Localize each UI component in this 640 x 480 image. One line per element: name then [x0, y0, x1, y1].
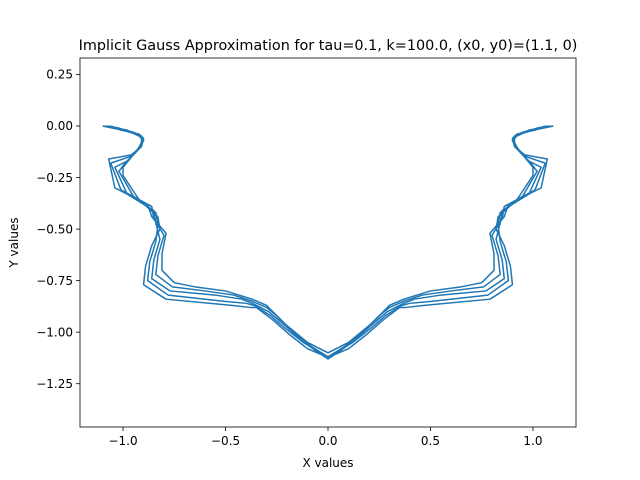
x-tick-label: −0.5 — [211, 434, 240, 448]
y-tick-label: −0.25 — [36, 171, 73, 185]
x-tick-label: 0.5 — [421, 434, 440, 448]
y-tick-label: −1.00 — [36, 325, 73, 339]
x-tick-label: 0.0 — [318, 434, 337, 448]
plot-lines — [102, 125, 554, 360]
x-axis-label: X values — [302, 456, 353, 470]
chart-title: Implicit Gauss Approximation for tau=0.1… — [79, 38, 578, 54]
series-line-4 — [108, 125, 548, 358]
y-axis-ticks: 0.25 0.00 −0.25 −0.50 −0.75 −1.00 −1.25 — [36, 68, 80, 391]
y-tick-label: −1.25 — [36, 377, 73, 391]
x-tick-label: −1.0 — [108, 434, 137, 448]
y-tick-label: 0.00 — [46, 119, 73, 133]
y-tick-label: −0.75 — [36, 274, 73, 288]
y-tick-label: −0.50 — [36, 222, 73, 236]
x-axis-ticks: −1.0 −0.5 0.0 0.5 1.0 — [108, 427, 543, 448]
series-line-5 — [110, 125, 546, 360]
y-tick-label: 0.25 — [46, 68, 73, 82]
x-tick-label: 1.0 — [523, 434, 542, 448]
y-axis-label: Y values — [7, 217, 21, 268]
series-line-1 — [102, 125, 554, 354]
